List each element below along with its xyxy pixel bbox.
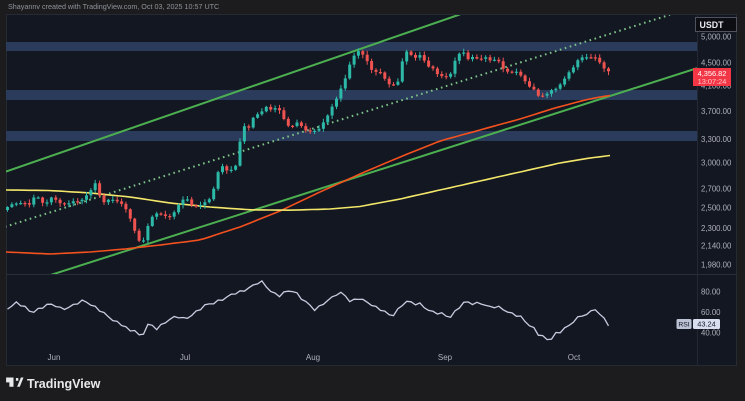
- svg-text:RSI: RSI: [678, 322, 689, 329]
- svg-text:2,500.00: 2,500.00: [701, 203, 732, 212]
- svg-text:4,500.00: 4,500.00: [701, 59, 732, 68]
- svg-text:2,300.00: 2,300.00: [701, 224, 732, 233]
- svg-text:2,140.00: 2,140.00: [701, 242, 732, 251]
- svg-text:40.00: 40.00: [701, 328, 721, 337]
- svg-text:Jul: Jul: [180, 353, 190, 362]
- svg-text:Sep: Sep: [438, 353, 453, 362]
- svg-text:Jun: Jun: [48, 353, 61, 362]
- svg-text:USDT: USDT: [700, 20, 725, 30]
- svg-text:Aug: Aug: [306, 353, 320, 362]
- svg-text:TradingView: TradingView: [27, 377, 101, 391]
- svg-text:3,300.00: 3,300.00: [701, 135, 732, 144]
- svg-text:2,700.00: 2,700.00: [701, 184, 732, 193]
- svg-text:43.24: 43.24: [697, 320, 716, 329]
- svg-text:1,980.00: 1,980.00: [701, 261, 732, 270]
- svg-text:3,000.00: 3,000.00: [701, 158, 732, 167]
- svg-text:Shayannv created with TradingV: Shayannv created with TradingView.com, O…: [8, 2, 219, 11]
- svg-text:80.00: 80.00: [701, 288, 721, 297]
- svg-text:3,700.00: 3,700.00: [701, 107, 732, 116]
- svg-text:5,000.00: 5,000.00: [701, 33, 732, 42]
- svg-text:13:07:24: 13:07:24: [698, 77, 727, 86]
- svg-text:Oct: Oct: [568, 353, 581, 362]
- svg-text:60.00: 60.00: [701, 308, 721, 317]
- svg-text:4,356.82: 4,356.82: [698, 69, 727, 78]
